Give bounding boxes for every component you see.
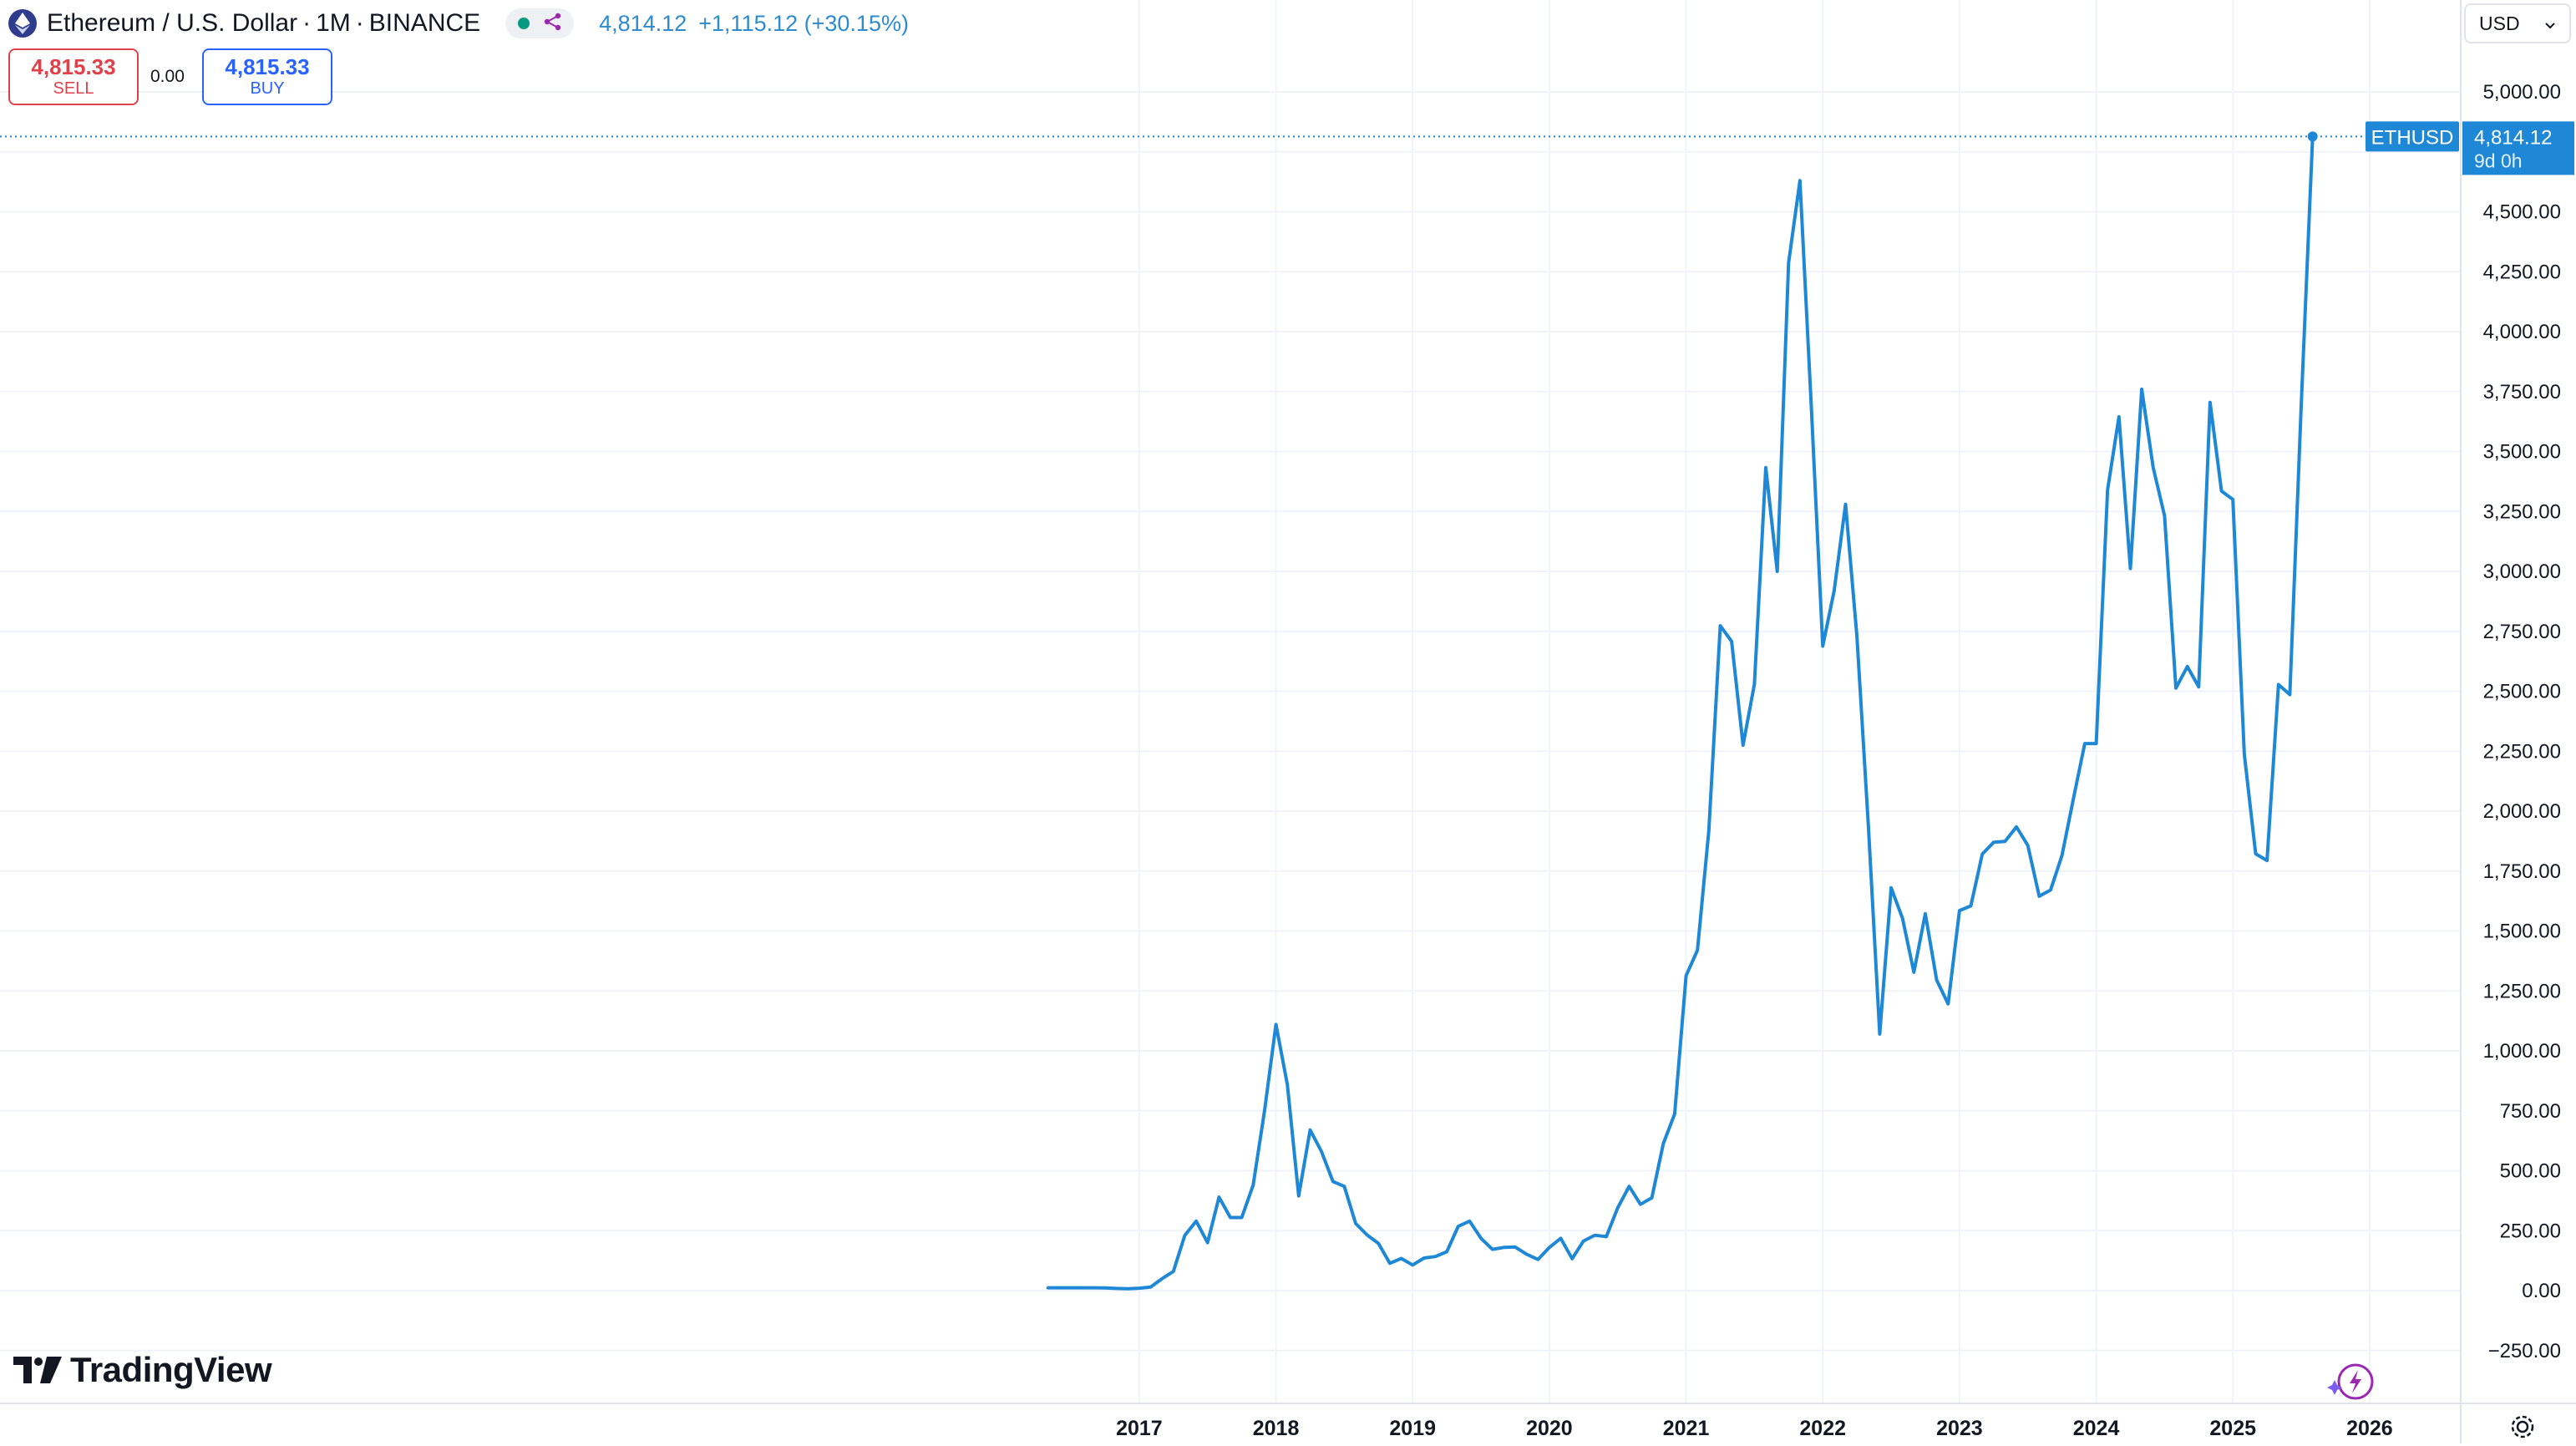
x-tick-label: 2020 <box>1526 1417 1573 1440</box>
price-tag-value: 4,814.12 <box>2474 126 2552 149</box>
y-tick-label: 3,750.00 <box>2483 381 2561 403</box>
y-tick-label: 2,750.00 <box>2483 621 2561 643</box>
tradingview-logo[interactable]: TradingView <box>13 1350 272 1390</box>
y-tick-label: 2,000.00 <box>2483 800 2561 823</box>
last-price-point <box>2307 131 2318 142</box>
x-tick-label: 2026 <box>2346 1417 2393 1440</box>
status-pill[interactable] <box>505 8 575 38</box>
symbol-header[interactable]: Ethereum / U.S. Dollar · 1M · BINANCE 4,… <box>8 5 909 42</box>
chevron-down-icon <box>2544 13 2556 35</box>
interval[interactable]: 1M <box>316 9 351 37</box>
buy-label: BUY <box>250 79 285 98</box>
share-icon[interactable] <box>544 13 562 35</box>
x-tick-label: 2023 <box>1936 1417 1983 1440</box>
y-tick-label: 3,500.00 <box>2483 441 2561 464</box>
price-change: +1,115.12 (+30.15%) <box>698 10 909 36</box>
sell-price: 4,815.33 <box>31 54 116 79</box>
ethereum-icon <box>8 9 37 38</box>
spread-value: 0.00 <box>150 67 185 86</box>
currency-selector[interactable]: USD <box>2464 3 2571 43</box>
bolt-icon[interactable] <box>2327 1362 2377 1408</box>
x-tick-label: 2017 <box>1116 1417 1163 1440</box>
y-tick-label: 5,000.00 <box>2483 81 2561 104</box>
market-open-indicator <box>517 18 530 29</box>
y-tick-label: −250.00 <box>2488 1340 2561 1362</box>
y-tick-label: 2,250.00 <box>2483 740 2561 763</box>
symbol-name: Ethereum / U.S. Dollar <box>47 9 298 37</box>
x-tick-label: 2018 <box>1253 1417 1300 1440</box>
y-tick-label: 0.00 <box>2522 1280 2561 1302</box>
grid-lines <box>0 0 2461 1403</box>
price-line-series <box>1046 134 2315 1291</box>
y-tick-label: 4,000.00 <box>2483 321 2561 343</box>
currency-value: USD <box>2479 12 2520 34</box>
y-tick-label: 4,250.00 <box>2483 261 2561 283</box>
y-tick-label: 4,500.00 <box>2483 201 2561 224</box>
y-tick-label: 750.00 <box>2500 1100 2561 1123</box>
sell-button[interactable]: 4,815.33 SELL <box>8 48 139 105</box>
y-tick-label: 250.00 <box>2500 1220 2561 1242</box>
x-tick-label: 2024 <box>2073 1417 2120 1440</box>
y-tick-label: 3,250.00 <box>2483 500 2561 523</box>
price-line-layer <box>1046 134 2315 1291</box>
symbol-tag-label: ETHUSD <box>2371 126 2454 149</box>
separator: · <box>355 9 364 37</box>
x-tick-label: 2025 <box>2209 1417 2256 1440</box>
settings-icon[interactable] <box>2508 1412 2538 1446</box>
y-tick-label: 3,000.00 <box>2483 561 2561 583</box>
symbol-tag-bg <box>2366 121 2459 152</box>
price-tag-bg <box>2462 121 2574 175</box>
y-tick-label: 1,750.00 <box>2483 860 2561 883</box>
y-tick-label: 1,250.00 <box>2483 980 2561 1002</box>
y-tick-label: 2,500.00 <box>2483 681 2561 703</box>
x-tick-label: 2019 <box>1389 1417 1436 1440</box>
x-tick-label: 2021 <box>1663 1417 1710 1440</box>
buy-price: 4,815.33 <box>225 54 310 79</box>
x-tick-label: 2022 <box>1799 1417 1846 1440</box>
tradingview-logo-mark <box>13 1357 62 1383</box>
separator: · <box>302 9 312 37</box>
last-price: 4,814.12 <box>599 10 687 36</box>
y-tick-label: 1,500.00 <box>2483 921 2561 943</box>
exchange: BINANCE <box>368 9 481 37</box>
sell-label: SELL <box>53 79 94 98</box>
tradingview-wordmark: TradingView <box>70 1350 272 1389</box>
y-tick-label: 500.00 <box>2500 1160 2561 1183</box>
buy-button[interactable]: 4,815.33 BUY <box>202 48 332 105</box>
y-tick-label: 1,000.00 <box>2483 1040 2561 1063</box>
price-tag-countdown: 9d 0h <box>2474 150 2523 171</box>
